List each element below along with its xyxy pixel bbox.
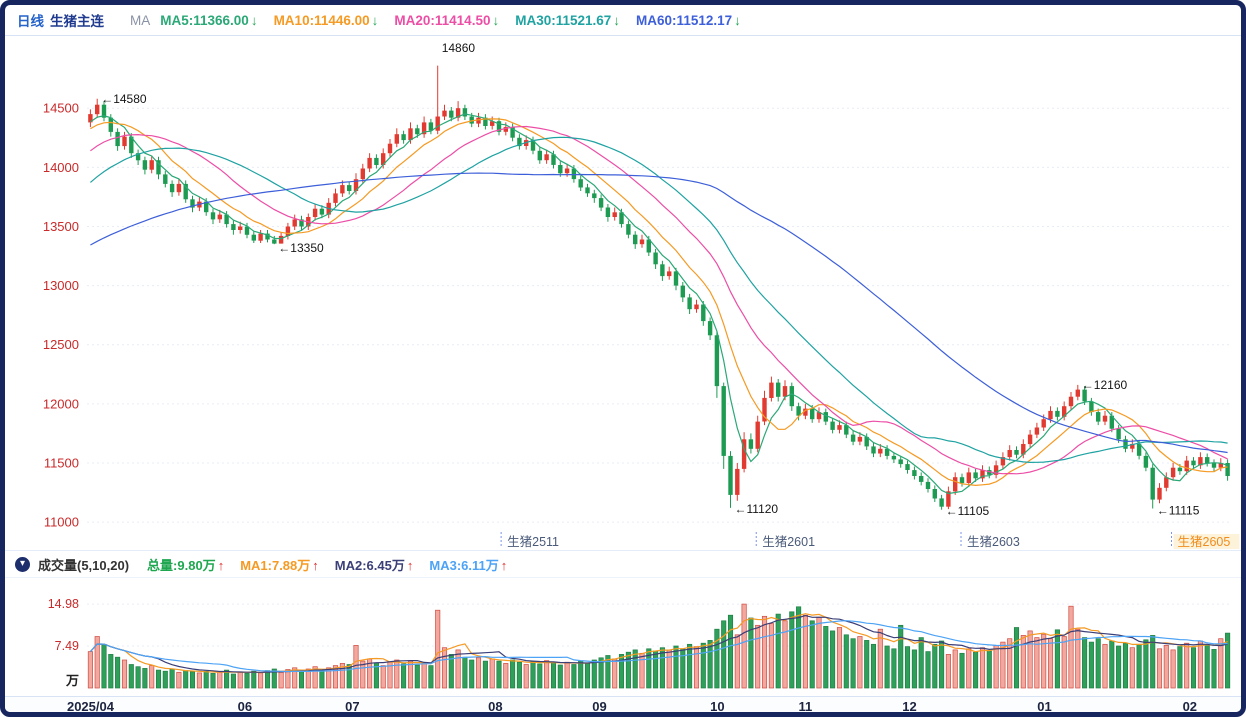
volume-title: 成交量(5,10,20) [38, 557, 130, 573]
ma5-legend: MA5:11366.00 ↓ [160, 13, 257, 28]
down-arrow-icon: ↓ [492, 12, 500, 28]
volume-chart[interactable]: 14.98 7.49 万 [5, 578, 1241, 696]
symbol-name[interactable]: 生猪主连 [50, 14, 104, 29]
month-label: 08 [488, 699, 503, 714]
down-arrow-icon: ↓ [250, 12, 258, 28]
kline-header: 日线 生猪主连 MA MA5:11366.00 ↓ MA10:11446.00 ↓ … [5, 5, 1241, 36]
up-arrow-icon: ↑ [500, 557, 508, 573]
svg-text:14860: 14860 [442, 41, 476, 55]
svg-text:14.98: 14.98 [48, 597, 79, 611]
timeframe-label[interactable]: 日线 [17, 14, 44, 29]
svg-text:←12160: ←12160 [1082, 378, 1128, 392]
ma20-value: MA20:11414.50 [394, 12, 491, 28]
contract-switch-labels: 生猪2511 生猪2601 生猪2603 生猪2605 [500, 532, 1240, 549]
down-arrow-icon: ↓ [613, 12, 621, 28]
month-label: 07 [345, 699, 360, 714]
candles-layer [88, 65, 1230, 510]
month-label: 02 [1182, 699, 1198, 714]
ma30-legend: MA30:11521.67 ↓ [515, 13, 620, 28]
svg-text:←11115: ←11115 [1157, 503, 1200, 517]
ma20-legend: MA20:11414.50 ↓ [394, 13, 499, 28]
ma5-value: MA5:11366.00 [160, 12, 249, 28]
volume-ma3: MA3:6.11万 ↑ [429, 555, 507, 574]
contract-label[interactable]: 生猪2601 [762, 535, 815, 549]
ma10-legend: MA10:11446.00 ↓ [274, 13, 379, 28]
svg-text:←13350: ←13350 [278, 241, 324, 255]
ma60-value: MA60:11512.17 [636, 12, 733, 28]
contract-label[interactable]: 生猪2605 [1178, 535, 1231, 549]
svg-text:12500: 12500 [43, 337, 79, 352]
volume-legend-bar: ▾ 成交量(5,10,20) 总量:9.80万 ↑ MA1:7.88万 ↑ MA2:… [5, 550, 1241, 578]
month-label: 01 [1037, 699, 1052, 714]
volume-ma-lines [89, 613, 1228, 674]
volume-bars [87, 603, 1231, 689]
up-arrow-icon: ↑ [217, 557, 225, 573]
svg-text:11000: 11000 [44, 515, 79, 530]
volume-ma1-value: MA1:7.88万 [240, 557, 311, 573]
ma10-value: MA10:11446.00 [273, 12, 370, 28]
svg-text:13000: 13000 [43, 278, 79, 293]
month-label: 10 [710, 699, 725, 714]
volume-ma3-value: MA3:6.11万 [429, 557, 499, 573]
month-label: 06 [237, 699, 253, 714]
month-label: 12 [902, 699, 917, 714]
svg-text:14500: 14500 [43, 101, 79, 116]
svg-text:←11105: ←11105 [946, 504, 990, 518]
volume-total-value: 总量:9.80万 [147, 557, 216, 573]
down-arrow-icon: ↓ [734, 12, 741, 28]
svg-text:←11120: ←11120 [735, 502, 779, 516]
ma30-value: MA30:11521.67 [515, 12, 612, 28]
svg-text:12000: 12000 [43, 396, 79, 411]
svg-text:7.49: 7.49 [55, 639, 79, 653]
ma-prefix-label: MA [130, 12, 151, 28]
month-label: 11 [798, 699, 813, 714]
volume-unit-label: 万 [65, 673, 79, 688]
time-axis: 2025/04 06 07 08 09 10 11 12 01 02 [5, 696, 1241, 714]
volume-ma2: MA2:6.45万 ↑ [335, 555, 414, 574]
volume-gridlines: 14.98 7.49 [48, 597, 1231, 653]
volume-ma2-value: MA2:6.45万 [334, 557, 405, 573]
collapse-volume-icon[interactable]: ▾ [15, 556, 30, 572]
price-gridlines: 14500 14000 13500 13000 12500 12000 11500 11000 [43, 101, 1231, 530]
price-annotations: ←14580 ←13350 14860 ←11120 ←12160 ←11105 ←1111… [101, 41, 1200, 518]
svg-text:13500: 13500 [43, 219, 79, 234]
up-arrow-icon: ↑ [312, 557, 319, 573]
svg-text:←14580: ←14580 [101, 92, 147, 106]
contract-label[interactable]: 生猪2603 [967, 535, 1020, 549]
month-label: 2025/04 [66, 699, 114, 714]
volume-total: 总量:9.80万 ↑ [147, 555, 224, 574]
up-arrow-icon: ↑ [406, 557, 414, 573]
contract-label[interactable]: 生猪2511 [507, 535, 559, 549]
ma-lines [90, 113, 1228, 495]
svg-text:11500: 11500 [44, 455, 79, 470]
svg-text:14000: 14000 [43, 160, 79, 175]
down-arrow-icon: ↓ [371, 12, 379, 28]
ma60-legend: MA60:11512.17 ↓ [636, 13, 741, 28]
main-kline-chart[interactable]: 14500 14000 13500 13000 12500 12000 11500 11000… [5, 36, 1241, 550]
volume-ma1: MA1:7.88万 ↑ [240, 555, 319, 574]
month-label: 09 [592, 699, 607, 714]
